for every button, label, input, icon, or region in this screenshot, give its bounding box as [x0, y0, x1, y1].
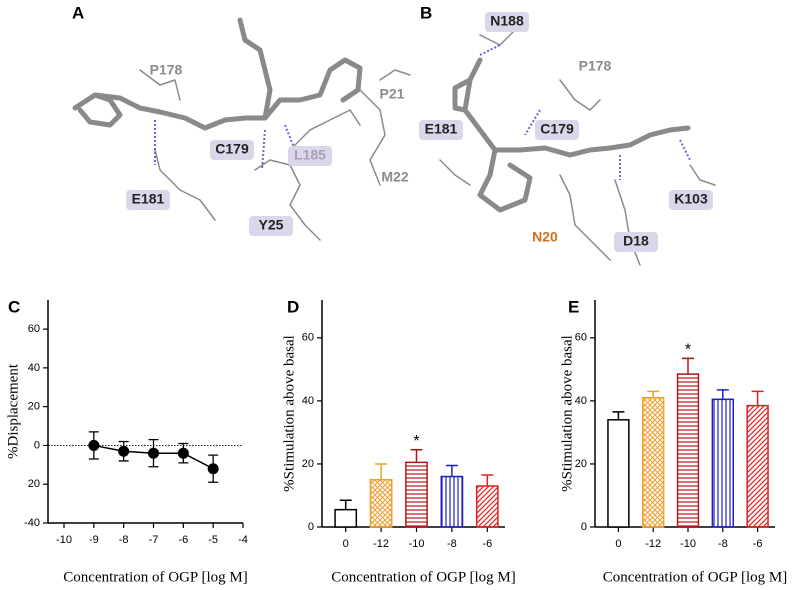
y-tick-label: 40 [575, 395, 587, 407]
bar [746, 404, 769, 528]
panel-letter: B [420, 3, 432, 22]
panel-letter: E [568, 297, 579, 316]
residue-box [210, 140, 254, 160]
error-bar [339, 499, 352, 510]
error-bar [410, 449, 423, 463]
panel-letter: A [72, 3, 84, 22]
x-tick-label: -6 [178, 534, 188, 546]
error-bar [647, 390, 660, 398]
error-bar [751, 390, 764, 406]
residue-label: P178 [579, 58, 612, 74]
x-tick-label: 0 [615, 538, 621, 550]
bar [334, 508, 358, 528]
y-tick-label: 0 [581, 521, 587, 533]
residue-label: K103 [674, 191, 708, 207]
x-tick-label: -10 [680, 538, 696, 550]
x-tick-label: -12 [645, 538, 661, 550]
residue-box [249, 216, 293, 236]
y-tick-label: 40 [28, 362, 40, 374]
error-bar [481, 474, 494, 487]
data-point [207, 463, 219, 475]
x-tick-label: 0 [343, 538, 349, 550]
error-bar [612, 411, 625, 420]
x-tick-label: -8 [119, 534, 129, 546]
x-tick-label: -6 [753, 538, 763, 550]
residue-label: E181 [425, 121, 458, 137]
y-axis-label: %Stimulation above basal [559, 335, 575, 492]
residue-label: C179 [215, 141, 249, 157]
molecule-a [72, 17, 411, 241]
y-tick-label: 0 [308, 521, 314, 533]
residue-label: N20 [532, 229, 558, 245]
x-tick-label: -6 [482, 538, 492, 550]
y-tick-label: 20 [302, 458, 314, 470]
residue-label: D18 [623, 233, 649, 249]
x-tick-label: -8 [718, 538, 728, 550]
residue-box [485, 12, 529, 32]
residue-label: P21 [380, 86, 405, 102]
y-axis-label: %Displacement [5, 363, 21, 459]
y-tick-label: 0 [34, 439, 40, 451]
bar [369, 478, 393, 528]
x-tick-label: -7 [149, 534, 159, 546]
annotation: * [685, 342, 691, 359]
x-tick-label: -4 [238, 534, 248, 546]
x-axis-label: Concentration of OGP [log M] [331, 569, 515, 585]
data-point [177, 447, 189, 459]
residue-box [669, 190, 713, 210]
y-tick-label: 20 [28, 401, 40, 413]
y-tick-label: -40 [24, 517, 40, 529]
residue-label: P178 [150, 62, 183, 78]
molecule-b [439, 29, 716, 266]
x-axis-label: Concentration of OGP [log M] [63, 569, 247, 585]
x-tick-label: -10 [409, 538, 425, 550]
y-tick-label: 60 [575, 332, 587, 344]
error-bar [445, 464, 458, 477]
x-axis-label: Concentration of OGP [log M] [603, 569, 787, 585]
y-tick-label: 20 [575, 458, 587, 470]
residue-box [419, 120, 463, 140]
x-tick-label: -9 [89, 534, 99, 546]
y-tick-label: 20 [28, 478, 40, 490]
panel-letter: C [8, 297, 20, 316]
data-point [118, 445, 130, 457]
residue-box [126, 190, 170, 210]
bar [711, 398, 734, 528]
y-tick-label: 40 [302, 395, 314, 407]
residue-box [535, 120, 579, 140]
bar [405, 461, 428, 528]
data-point [88, 439, 100, 451]
bar [440, 475, 464, 528]
bar [607, 419, 630, 528]
residue-box [288, 146, 332, 166]
x-tick-label: -10 [56, 534, 72, 546]
error-bar [682, 357, 694, 375]
residue-label: N188 [490, 13, 524, 29]
residue-label: Y25 [259, 217, 284, 233]
y-axis-label: %Stimulation above basal [281, 335, 297, 492]
error-bar [375, 463, 388, 480]
y-tick-label: 60 [302, 332, 314, 344]
residue-label: E181 [132, 191, 165, 207]
residue-label: C179 [540, 121, 574, 137]
bar [642, 396, 665, 528]
data-point [148, 447, 159, 459]
x-tick-label: -5 [208, 534, 218, 546]
residue-label: M22 [381, 169, 408, 185]
x-tick-label: -8 [447, 538, 457, 550]
bar [475, 485, 499, 528]
residue-box [614, 232, 658, 252]
residue-label: L185 [294, 147, 326, 163]
y-tick-label: 60 [28, 323, 40, 335]
panel-letter: D [287, 297, 299, 316]
error-bar [716, 389, 729, 400]
x-tick-label: -12 [373, 538, 389, 550]
bar [676, 373, 700, 528]
annotation: * [413, 433, 419, 450]
